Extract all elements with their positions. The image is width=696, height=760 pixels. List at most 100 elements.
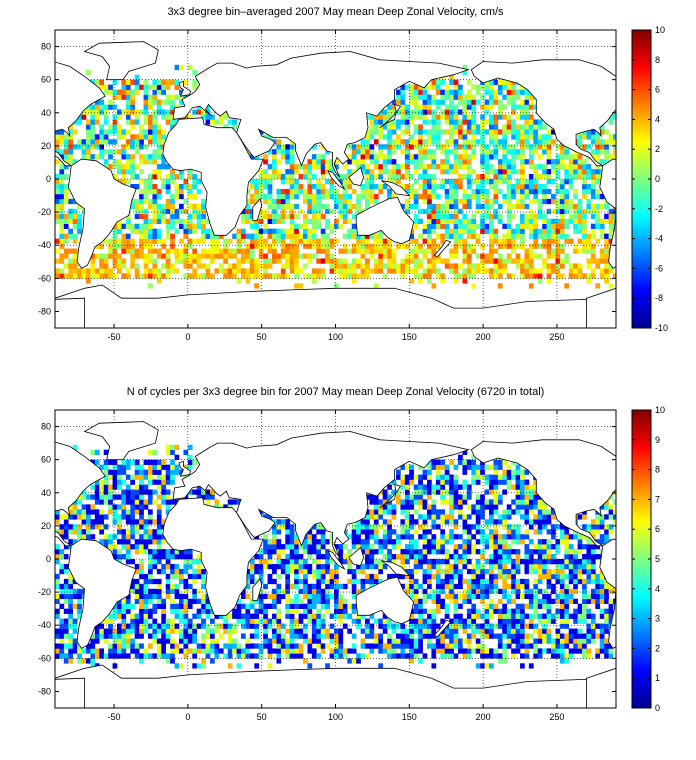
bin-cell bbox=[307, 233, 313, 239]
y-tick-label: 80 bbox=[41, 42, 51, 52]
bin-cell bbox=[409, 583, 415, 590]
bin-cell bbox=[108, 243, 113, 249]
bin-cell bbox=[471, 99, 477, 105]
bin-cell bbox=[134, 89, 140, 95]
bin-cell bbox=[117, 653, 122, 659]
y-tick-label: 60 bbox=[41, 75, 51, 85]
bin-cell bbox=[63, 653, 69, 659]
bin-cell bbox=[542, 134, 547, 140]
bin-cell bbox=[249, 238, 255, 244]
bin-cell bbox=[391, 159, 397, 165]
bin-cell bbox=[458, 154, 463, 160]
bin-cell bbox=[533, 183, 539, 190]
bin-cell bbox=[440, 583, 446, 590]
bin-cell bbox=[391, 169, 397, 175]
bin-cell bbox=[590, 633, 596, 639]
bin-cell bbox=[156, 144, 162, 150]
bin-cell bbox=[387, 134, 392, 140]
bin-cell bbox=[263, 268, 268, 274]
bin-cell bbox=[68, 593, 74, 600]
bin-cell bbox=[192, 559, 198, 565]
bin-cell bbox=[586, 134, 592, 140]
bin-cell bbox=[294, 193, 299, 200]
bin-cell bbox=[515, 583, 521, 590]
bin-cell bbox=[427, 174, 432, 180]
bin-cell bbox=[161, 164, 167, 170]
bin-cell bbox=[347, 169, 353, 175]
bin-cell bbox=[444, 114, 450, 120]
bin-cell bbox=[258, 248, 264, 254]
bin-cell bbox=[311, 273, 317, 279]
bin-cell bbox=[568, 613, 574, 619]
bin-cell bbox=[431, 164, 437, 170]
bin-cell bbox=[427, 559, 432, 565]
bin-cell bbox=[55, 554, 60, 560]
bin-cell bbox=[134, 633, 140, 639]
bin-cell bbox=[320, 628, 326, 634]
bin-cell bbox=[360, 139, 366, 145]
bin-cell bbox=[130, 263, 136, 269]
bin-cell bbox=[289, 539, 295, 545]
bin-cell bbox=[449, 618, 454, 624]
bin-cell bbox=[409, 549, 415, 555]
bin-cell bbox=[183, 258, 189, 264]
bin-cell bbox=[493, 89, 499, 95]
bin-cell bbox=[174, 253, 180, 259]
bin-cell bbox=[391, 164, 397, 170]
bin-cell bbox=[201, 643, 206, 649]
bin-cell bbox=[475, 84, 481, 90]
bin-cell bbox=[130, 534, 136, 540]
bin-cell bbox=[413, 583, 419, 590]
coastline bbox=[381, 180, 411, 197]
bin-cell bbox=[413, 603, 419, 609]
bin-cell bbox=[125, 559, 131, 565]
bin-cell bbox=[320, 164, 326, 170]
bin-cell bbox=[462, 114, 468, 120]
bin-cell bbox=[595, 593, 601, 600]
bin-cell bbox=[347, 568, 353, 575]
bin-cell bbox=[551, 238, 556, 244]
bin-cell bbox=[373, 248, 379, 254]
bin-cell bbox=[183, 628, 189, 634]
bin-cell bbox=[276, 638, 282, 644]
colorbar-tick-label: 0 bbox=[655, 174, 660, 184]
bin-cell bbox=[440, 278, 446, 284]
bin-cell bbox=[365, 618, 370, 624]
bin-cell bbox=[254, 273, 260, 279]
bin-cell bbox=[223, 613, 229, 619]
bin-cell bbox=[72, 618, 78, 624]
bin-cell bbox=[564, 149, 570, 155]
bin-cell bbox=[59, 568, 65, 575]
bin-cell bbox=[449, 598, 454, 604]
bin-cell bbox=[267, 643, 273, 649]
bin-cell bbox=[391, 253, 397, 259]
bin-cell bbox=[409, 653, 415, 659]
bin-cell bbox=[484, 568, 490, 575]
bin-cell bbox=[475, 198, 481, 205]
bin-cell bbox=[396, 179, 401, 185]
bin-cell bbox=[254, 633, 260, 639]
bin-cell bbox=[546, 134, 552, 140]
bin-cell bbox=[404, 129, 410, 135]
bin-cell bbox=[121, 623, 127, 629]
bin-cell bbox=[497, 573, 503, 580]
bin-cell bbox=[187, 273, 193, 279]
bin-cell bbox=[542, 633, 547, 639]
bin-cell bbox=[400, 183, 406, 190]
bin-cell bbox=[493, 134, 499, 140]
bin-cell bbox=[577, 238, 583, 244]
bin-cell bbox=[537, 228, 543, 234]
bin-cell bbox=[311, 193, 317, 200]
bin-cell bbox=[245, 583, 251, 590]
bin-cell bbox=[320, 544, 326, 550]
bin-cell bbox=[289, 628, 295, 634]
bin-cell bbox=[55, 144, 60, 150]
bin-cell bbox=[272, 588, 277, 595]
bin-cell bbox=[108, 129, 113, 135]
bin-cell bbox=[263, 208, 268, 215]
bin-cell bbox=[254, 218, 260, 224]
bin-cell bbox=[418, 114, 423, 120]
bin-cell bbox=[511, 598, 516, 604]
bin-cell bbox=[201, 623, 206, 629]
bin-cell bbox=[72, 623, 78, 629]
